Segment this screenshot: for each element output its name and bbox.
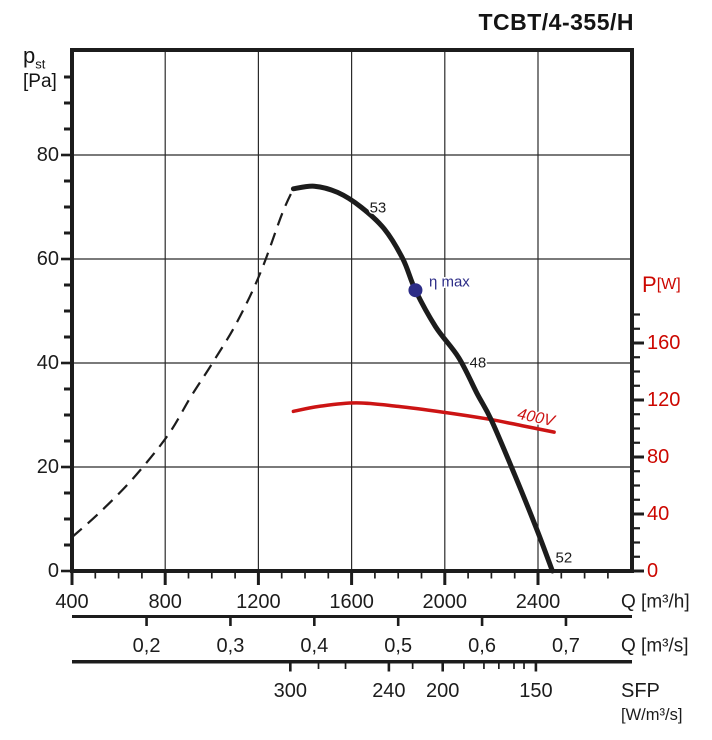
x-tick-label: 800 [149, 591, 182, 613]
p-tick-label: 40 [647, 503, 669, 525]
x-tick-label: 2400 [516, 591, 561, 613]
y-tick-label: 20 [37, 456, 59, 478]
sfp-tick-label: 300 [274, 680, 307, 702]
y-tick-label: 0 [48, 560, 59, 582]
y-axis-symbol: p [23, 43, 36, 68]
y-axis-symbol-sub: st [35, 56, 46, 72]
q-s-tick-label: 0,7 [552, 635, 580, 657]
y-tick-label: 60 [37, 248, 59, 270]
y-axis-unit: [Pa] [23, 71, 57, 93]
annotation-53: 53 [370, 200, 387, 217]
fan-curve-unstable-dashed [71, 188, 295, 539]
power-curve-400v [291, 401, 556, 434]
annotation-48: 48 [470, 355, 487, 372]
q-s-tick-label: 0,3 [217, 635, 245, 657]
annotation-η-max: η max [429, 273, 470, 290]
sfp-axis-title: SFP [621, 680, 660, 702]
x-tick-label: 1200 [236, 591, 281, 613]
sfp-tick-label: 200 [426, 680, 459, 702]
sfp-axis-unit-label: [W/m³/s] [621, 706, 682, 724]
p-axis-title: P[W] [642, 272, 681, 297]
plot-border [70, 48, 634, 573]
q-s-tick-label: 0,6 [468, 635, 496, 657]
x-tick-label: 2000 [423, 591, 468, 613]
x-axis-unit-label: Q [m³/h] [621, 592, 690, 613]
sfp-tick-label: 150 [519, 680, 552, 702]
annotation-52: 52 [556, 550, 573, 567]
y-tick-label: 40 [37, 352, 59, 374]
q-s-axis-line [72, 615, 632, 618]
q-s-tick-label: 0,5 [384, 635, 412, 657]
y-axis-title: pst [Pa] [23, 44, 57, 92]
q-s-tick-label: 0,2 [133, 635, 161, 657]
p-tick-label: 80 [647, 446, 669, 468]
fan-curve [290, 183, 555, 574]
p-tick-label: 160 [647, 332, 680, 354]
p-tick-label: 0 [647, 560, 658, 582]
chart-title: TCBT/4-355/H [478, 9, 634, 35]
sfp-axis-line [72, 660, 632, 664]
y-tick-label: 80 [37, 144, 59, 166]
x-tick-label: 1600 [329, 591, 374, 613]
p-tick-label: 120 [647, 389, 680, 411]
sfp-tick-label: 240 [372, 680, 405, 702]
eta-max-point [408, 283, 423, 298]
q-s-axis-unit-label: Q [m³/s] [621, 636, 689, 657]
q-s-tick-label: 0,4 [300, 635, 328, 657]
x-tick-label: 400 [55, 591, 88, 613]
